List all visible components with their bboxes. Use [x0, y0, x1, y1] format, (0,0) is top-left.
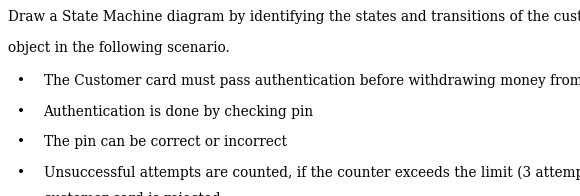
Text: Unsuccessful attempts are counted, if the counter exceeds the limit (3 attempts): Unsuccessful attempts are counted, if th… — [44, 166, 580, 180]
Text: •: • — [17, 74, 26, 88]
Text: •: • — [17, 135, 26, 149]
Text: object in the following scenario.: object in the following scenario. — [8, 41, 229, 55]
Text: The Customer card must pass authentication before withdrawing money from ATM.: The Customer card must pass authenticati… — [44, 74, 580, 88]
Text: •: • — [17, 166, 26, 180]
Text: Draw a State Machine diagram by identifying the states and transitions of the cu: Draw a State Machine diagram by identify… — [8, 10, 580, 24]
Text: The pin can be correct or incorrect: The pin can be correct or incorrect — [44, 135, 287, 149]
Text: •: • — [17, 105, 26, 119]
Text: customer card is rejected.: customer card is rejected. — [44, 192, 224, 196]
Text: Authentication is done by checking pin: Authentication is done by checking pin — [44, 105, 314, 119]
